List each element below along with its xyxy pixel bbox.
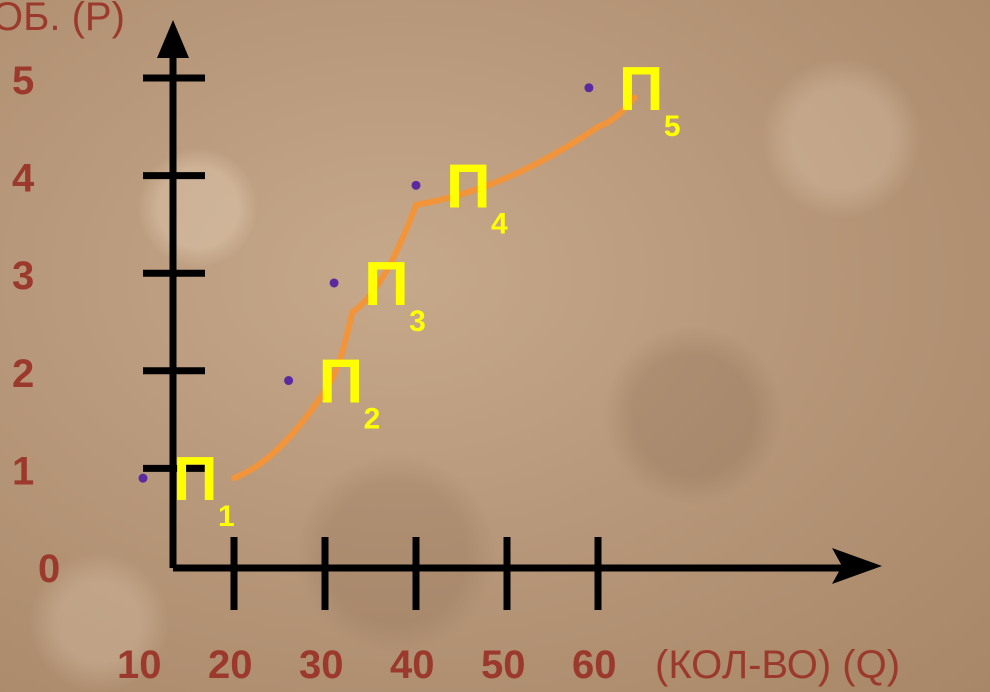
y-tick-label: 5 — [12, 59, 34, 103]
point-label-3: П — [364, 250, 409, 319]
point-label-4: П — [446, 152, 491, 221]
supply-curve — [231, 94, 638, 482]
point-subscript-4: 4 — [491, 207, 508, 240]
x-tick-label: 10 — [117, 643, 162, 687]
y-axis-arrow — [157, 20, 189, 58]
y-tick-label: 4 — [12, 157, 35, 201]
y-tick-label: 2 — [12, 352, 34, 396]
y-tick-label: 3 — [12, 254, 34, 298]
x-tick-label: 20 — [208, 643, 253, 687]
data-point-1 — [138, 473, 148, 483]
data-point-4 — [411, 180, 421, 190]
point-label-2: П — [319, 348, 364, 417]
point-subscript-1: 1 — [218, 500, 235, 533]
data-point-2 — [284, 376, 294, 386]
point-subscript-2: 2 — [364, 403, 381, 436]
x-tick-label: 40 — [390, 643, 435, 687]
x-tick-label: 50 — [481, 643, 526, 687]
point-subscript-5: 5 — [664, 110, 681, 143]
point-label-1: П — [173, 445, 218, 514]
x-tick-label: 60 — [572, 643, 617, 687]
data-point-3 — [329, 278, 339, 288]
y-axis-title: ОБ. (Р) — [0, 0, 125, 39]
y-tick-label: 1 — [12, 449, 34, 493]
x-axis-arrow — [832, 548, 882, 584]
data-point-5 — [584, 83, 594, 93]
x-tick-label: 30 — [299, 643, 344, 687]
point-label-5: П — [619, 55, 664, 124]
point-subscript-3: 3 — [409, 305, 426, 338]
y-tick-label: 0 — [38, 547, 60, 591]
x-axis-title: (КОЛ-ВО) (Q) — [655, 643, 900, 687]
